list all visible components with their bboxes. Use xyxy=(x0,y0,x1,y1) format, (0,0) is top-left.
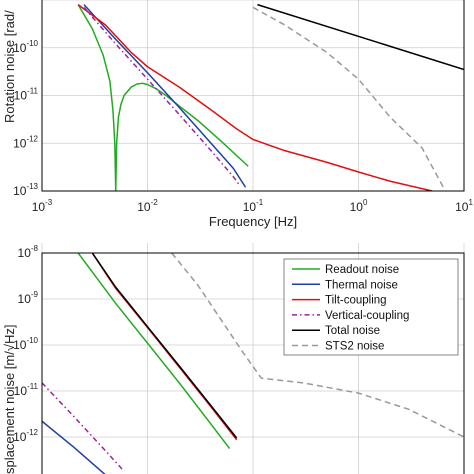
y-tick-label: 10-11 xyxy=(14,87,39,103)
rotation-series-group xyxy=(77,3,464,191)
legend-label: Vertical-coupling xyxy=(325,310,409,322)
x-tick-label: 10-2 xyxy=(137,198,158,214)
series-line-4 xyxy=(257,3,464,71)
legend-label: Thermal noise xyxy=(325,279,398,291)
y-tick-label: 10-10 xyxy=(13,39,38,55)
x-tick-label: 10-1 xyxy=(243,198,264,214)
series-line-5 xyxy=(252,6,445,190)
series-line-sts2-noise xyxy=(171,253,464,438)
x-tick-label: 100 xyxy=(350,198,368,214)
y-tick-label: 10-9 xyxy=(18,290,39,306)
series-line-3 xyxy=(83,6,241,187)
displacement-y-axis-label: splacement noise [m/√Hz] xyxy=(2,325,17,474)
series-line-2 xyxy=(77,4,433,191)
legend-label: STS2 noise xyxy=(325,341,384,353)
y-tick-label: 10-12 xyxy=(13,428,38,444)
displacement-series-group xyxy=(42,253,464,474)
series-line-1 xyxy=(83,4,247,188)
legend-label: Readout noise xyxy=(325,264,399,276)
series-line-total-noise xyxy=(91,253,238,439)
displacement-tick-labels: 10-8 10-9 10-10 10-11 10-12 xyxy=(13,244,38,444)
y-tick-label: 10-8 xyxy=(18,244,39,260)
x-tick-label: 101 xyxy=(455,198,473,214)
y-tick-label: 10-10 xyxy=(13,336,38,352)
series-line-readout-noise xyxy=(77,253,231,450)
legend-box xyxy=(283,258,459,356)
legend-items: Readout noise Thermal noise Tilt-coupling V… xyxy=(292,264,409,353)
y-tick-label: 10-11 xyxy=(14,382,39,398)
legend-label: Total noise xyxy=(325,325,380,337)
rotation-x-axis-label: Frequency [Hz] xyxy=(209,214,297,229)
y-tick-label: 10-13 xyxy=(13,182,38,198)
series-line-thermal-noise xyxy=(42,420,106,474)
displacement-noise-panel: 10-8 10-9 10-10 10-11 10-12 splacement noise… xyxy=(2,243,465,474)
legend-label: Tilt-coupling xyxy=(325,295,387,307)
rotation-y-axis-label: Rotation noise [rad/ xyxy=(2,10,17,123)
legend: Readout noise Thermal noise Tilt-coupling V… xyxy=(283,258,459,356)
x-tick-label: 10-3 xyxy=(32,198,53,214)
y-tick-label: 10-12 xyxy=(13,134,38,150)
